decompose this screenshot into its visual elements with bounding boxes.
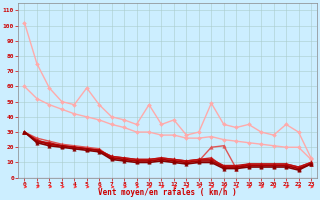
X-axis label: Vent moyen/en rafales ( km/h ): Vent moyen/en rafales ( km/h ) xyxy=(98,188,237,197)
